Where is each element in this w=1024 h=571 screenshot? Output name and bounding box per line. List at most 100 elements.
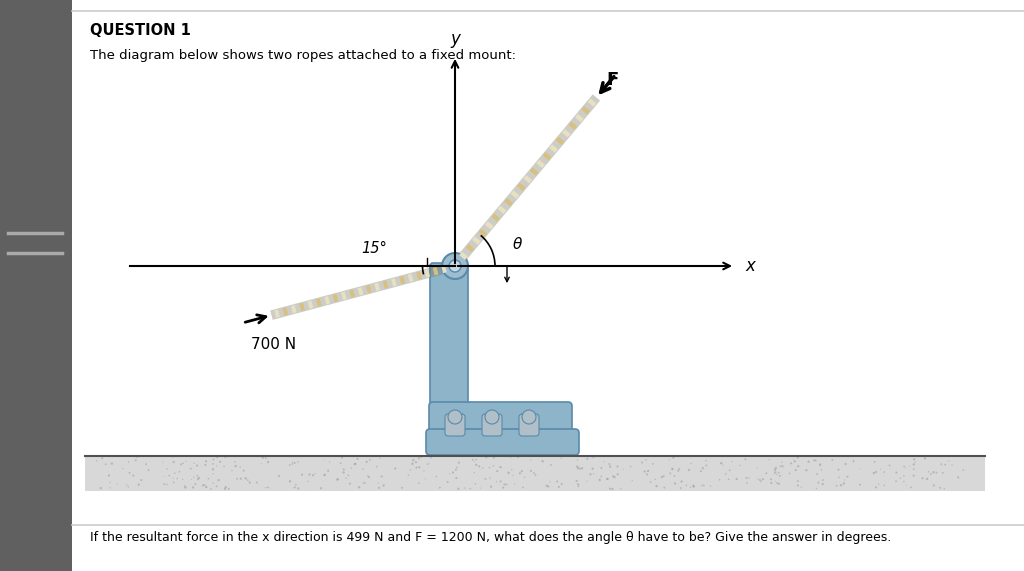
Point: [599, 475, 615, 484]
Point: [161, 471, 177, 480]
Point: [896, 462, 912, 471]
Point: [602, 462, 618, 471]
Point: [914, 474, 931, 483]
Point: [579, 477, 595, 486]
Point: [768, 464, 784, 473]
Point: [287, 483, 303, 492]
Point: [133, 476, 150, 485]
Point: [718, 469, 734, 478]
Point: [270, 472, 287, 481]
Point: [477, 475, 494, 484]
Point: [713, 459, 729, 468]
Point: [205, 459, 221, 468]
Point: [228, 475, 245, 484]
Point: [171, 467, 187, 476]
Point: [828, 481, 845, 490]
Point: [929, 468, 945, 477]
Point: [919, 475, 935, 484]
Point: [510, 453, 526, 462]
Point: [568, 476, 585, 485]
Point: [489, 467, 506, 476]
Point: [514, 467, 530, 476]
Point: [242, 478, 258, 487]
Point: [768, 470, 784, 479]
Point: [506, 479, 522, 488]
Point: [773, 457, 790, 467]
Point: [372, 454, 388, 463]
Point: [92, 484, 109, 493]
Point: [813, 465, 829, 475]
Point: [666, 453, 682, 462]
Point: [305, 471, 322, 480]
Point: [411, 463, 427, 472]
Point: [772, 461, 788, 471]
Point: [767, 468, 783, 477]
Point: [333, 459, 349, 468]
Point: [447, 465, 464, 475]
Point: [260, 483, 276, 492]
Point: [501, 468, 517, 477]
Point: [183, 475, 200, 484]
Point: [467, 457, 483, 467]
Point: [238, 474, 254, 483]
Point: [288, 480, 304, 489]
Point: [786, 457, 803, 466]
Point: [639, 470, 655, 479]
Point: [770, 468, 786, 477]
Point: [159, 464, 175, 473]
Point: [681, 465, 697, 475]
Point: [551, 482, 567, 492]
Point: [798, 465, 814, 475]
Point: [740, 473, 757, 482]
Point: [665, 465, 681, 474]
Point: [758, 469, 774, 478]
Point: [950, 473, 967, 482]
Point: [936, 484, 952, 493]
Point: [882, 461, 898, 470]
Point: [837, 476, 853, 485]
Point: [223, 466, 240, 475]
Point: [258, 483, 274, 492]
Point: [670, 466, 686, 475]
Point: [100, 472, 117, 481]
Point: [338, 473, 354, 482]
Point: [203, 484, 219, 493]
Point: [724, 457, 740, 466]
Point: [100, 471, 117, 480]
Point: [866, 457, 883, 467]
Point: [585, 453, 601, 462]
Text: x: x: [745, 257, 755, 275]
Point: [840, 472, 856, 481]
Point: [836, 479, 852, 488]
Point: [485, 461, 502, 471]
Point: [371, 483, 387, 492]
Point: [226, 457, 243, 467]
Point: [185, 483, 202, 492]
Point: [358, 457, 375, 467]
Point: [535, 456, 551, 465]
Point: [667, 479, 683, 488]
Point: [359, 472, 376, 481]
Point: [300, 477, 316, 486]
Point: [583, 470, 599, 479]
Point: [750, 475, 766, 484]
Point: [695, 481, 712, 490]
Point: [585, 464, 601, 473]
Point: [474, 464, 490, 473]
Point: [472, 484, 488, 493]
Point: [824, 455, 841, 464]
Point: [655, 472, 672, 481]
Point: [522, 467, 539, 476]
Point: [790, 477, 806, 486]
Point: [543, 460, 559, 469]
Point: [355, 465, 372, 474]
Point: [933, 460, 949, 469]
Point: [660, 455, 677, 464]
Point: [284, 460, 300, 469]
Point: [175, 459, 191, 468]
Point: [409, 463, 425, 472]
Point: [838, 460, 854, 469]
Point: [686, 482, 702, 491]
Point: [441, 469, 458, 478]
Point: [432, 483, 449, 492]
